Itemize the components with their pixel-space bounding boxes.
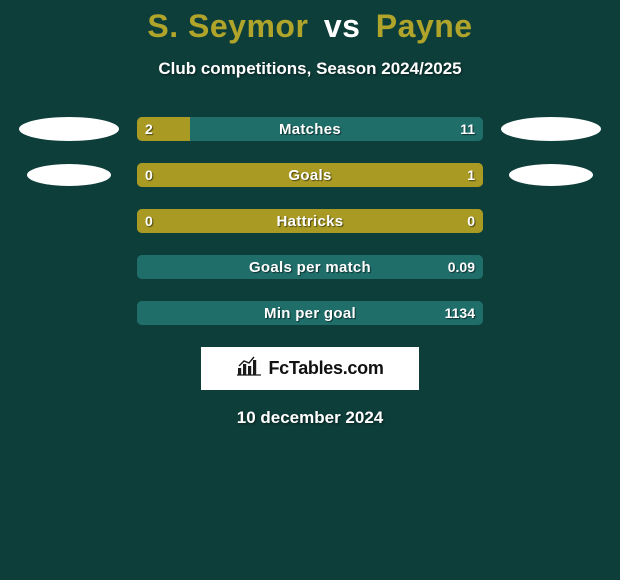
player1-name: S. Seymor (147, 8, 308, 44)
left-shape-slot (19, 117, 119, 141)
stat-bar: 0.09Goals per match (137, 255, 483, 279)
right-shape-slot (501, 163, 601, 187)
bar-chart-icon (236, 356, 262, 381)
date-line: 10 december 2024 (0, 408, 620, 428)
stats-block: 211Matches 01Goals 00Hattricks 0.09Goals pe… (0, 117, 620, 325)
left-shape-slot (19, 209, 119, 233)
left-shape-slot (19, 255, 119, 279)
title-separator: vs (324, 8, 361, 44)
stat-label: Hattricks (137, 209, 483, 233)
stat-bar: 1134Min per goal (137, 301, 483, 325)
page-title: S. Seymor vs Payne (0, 0, 620, 45)
left-shape-slot (19, 301, 119, 325)
stat-bar: 00Hattricks (137, 209, 483, 233)
comparison-canvas: S. Seymor vs Payne Club competitions, Se… (0, 0, 620, 580)
stat-row: 01Goals (0, 163, 620, 187)
player2-name: Payne (376, 8, 473, 44)
right-shape-slot (501, 209, 601, 233)
right-shape-slot (501, 117, 601, 141)
branding-badge: FcTables.com (201, 347, 419, 390)
left-shape-slot (19, 163, 119, 187)
branding-text: FcTables.com (268, 358, 383, 379)
club-badge-placeholder (509, 164, 593, 186)
right-shape-slot (501, 255, 601, 279)
stat-row: 0.09Goals per match (0, 255, 620, 279)
stat-bar: 211Matches (137, 117, 483, 141)
club-badge-placeholder (27, 164, 111, 186)
stat-label: Goals (137, 163, 483, 187)
stat-bar: 01Goals (137, 163, 483, 187)
stat-label: Matches (137, 117, 483, 141)
subtitle: Club competitions, Season 2024/2025 (0, 59, 620, 79)
club-badge-placeholder (19, 117, 119, 141)
stat-label: Goals per match (137, 255, 483, 279)
stat-row: 00Hattricks (0, 209, 620, 233)
right-shape-slot (501, 301, 601, 325)
stat-label: Min per goal (137, 301, 483, 325)
stat-row: 211Matches (0, 117, 620, 141)
club-badge-placeholder (501, 117, 601, 141)
stat-row: 1134Min per goal (0, 301, 620, 325)
